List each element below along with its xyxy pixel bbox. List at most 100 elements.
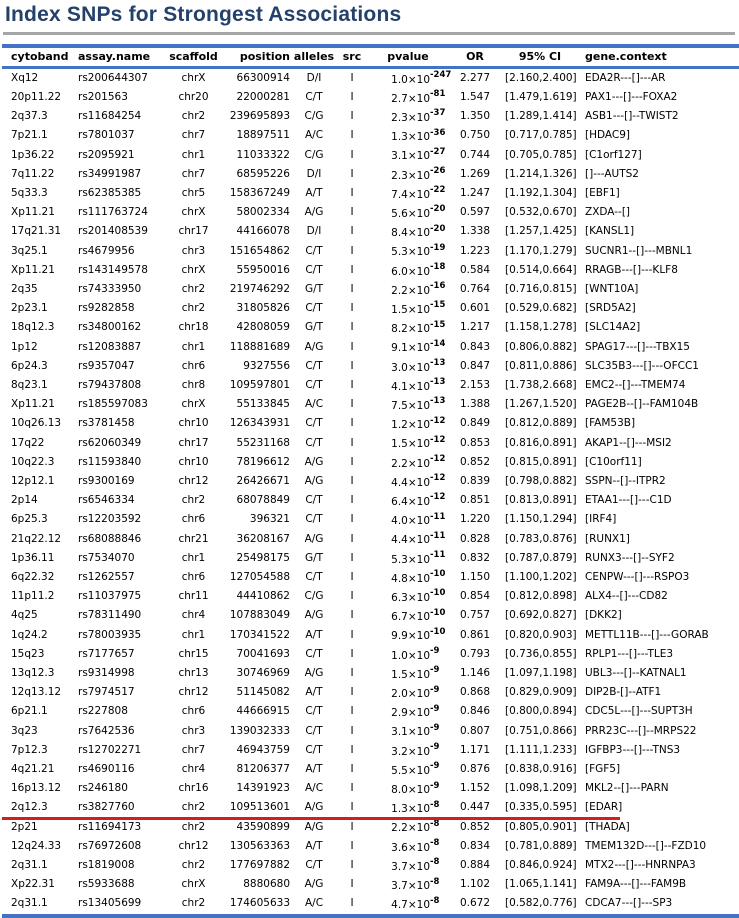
table-row: 7p21.1 rs7801037 chr7 18897511 A/C I 1.3×10-36… bbox=[2, 127, 739, 146]
position-cell: 151654862 bbox=[229, 244, 290, 257]
or-cell: 0.884 bbox=[459, 859, 491, 872]
scaffold-cell: chrX bbox=[181, 263, 206, 276]
src-cell: I bbox=[350, 667, 354, 680]
position-cell: 107883049 bbox=[229, 609, 290, 622]
position-cell: 68595226 bbox=[236, 167, 290, 180]
assay-name-cell: rs227808 bbox=[78, 705, 128, 718]
table-row: 17q21.31 rs201408539 chr17 44166078 D/I I 8.4×… bbox=[2, 223, 739, 242]
alleles-cell: A/C bbox=[304, 129, 324, 142]
position-cell: 44410862 bbox=[236, 590, 290, 603]
table-row: 2p14 rs6546334 chr2 68078849 C/T I 6.4×10-12 0.… bbox=[2, 491, 739, 510]
alleles-cell: A/G bbox=[304, 340, 324, 353]
cytoband-cell: 17q22 bbox=[11, 436, 45, 449]
table-row: 1p36.11 rs7534070 chr1 25498175 G/T I 5.3×10-1… bbox=[2, 549, 739, 568]
scaffold-cell: chr3 bbox=[181, 244, 206, 257]
pvalue-cell: 4.4×10-11 bbox=[391, 530, 446, 547]
gene-context-cell: [SRD5A2] bbox=[585, 302, 636, 315]
cytoband-cell: 4q25 bbox=[11, 609, 38, 622]
alleles-cell: C/T bbox=[305, 743, 323, 756]
position-cell: 14391923 bbox=[236, 782, 290, 795]
gene-context-cell: TMEM132D---[]--FZD10 bbox=[585, 839, 707, 852]
position-cell: 118881689 bbox=[229, 340, 290, 353]
gene-context-cell: PAGE2B--[]--FAM104B bbox=[585, 398, 699, 411]
pvalue-cell: 2.2×10-12 bbox=[391, 454, 446, 470]
gene-context-cell: SLC35B3---[]---OFCC1 bbox=[585, 359, 699, 372]
ci-cell: [0.812,0.898] bbox=[505, 590, 577, 603]
or-cell: 0.828 bbox=[459, 532, 491, 545]
table-row: 1q24.2 rs78003935 chr1 170341522 A/T I 9.9×10-… bbox=[2, 626, 739, 645]
or-cell: 0.868 bbox=[459, 686, 491, 699]
scaffold-cell: chr1 bbox=[181, 551, 206, 564]
table-row: 1p12 rs12083887 chr1 118881689 A/G I 9.1×10-14… bbox=[2, 338, 739, 357]
or-cell: 0.757 bbox=[459, 609, 491, 622]
or-cell: 0.853 bbox=[459, 436, 491, 449]
scaffold-cell: chr4 bbox=[181, 609, 206, 622]
or-cell: 2.153 bbox=[459, 379, 491, 391]
gene-context-cell: METTL11B---[]---GORAB bbox=[585, 628, 709, 641]
assay-name-cell: rs4679956 bbox=[78, 244, 135, 257]
table-row: 10q22.3 rs11593840 chr10 78196612 A/G I 2.2×10… bbox=[2, 453, 739, 472]
cytoband-cell: 15q23 bbox=[11, 647, 45, 660]
ci-cell: [0.582,0.776] bbox=[505, 897, 577, 910]
column-header-cytoband: cytoband bbox=[11, 50, 69, 63]
table-row: 2p21 rs11694173 chr2 43590899 A/G I 2.2×10-8 0.… bbox=[2, 818, 739, 837]
table-row: 21q22.12 rs68088846 chr21 36208167 A/G I 4.4×1… bbox=[2, 530, 739, 549]
pvalue-cell: 3.0×10-13 bbox=[391, 358, 446, 374]
cytoband-cell: 2q31.1 bbox=[11, 897, 48, 910]
ci-cell: [0.529,0.682] bbox=[505, 302, 577, 315]
assay-name-cell: rs9300169 bbox=[78, 475, 135, 488]
or-cell: 0.849 bbox=[459, 417, 491, 430]
position-cell: 130563363 bbox=[229, 839, 290, 852]
assay-name-cell: rs11694173 bbox=[78, 820, 142, 833]
cytoband-cell: 2p14 bbox=[11, 494, 38, 507]
assay-name-cell: rs9357047 bbox=[78, 359, 135, 372]
scaffold-cell: chr5 bbox=[181, 186, 206, 199]
position-cell: 22000281 bbox=[236, 90, 290, 103]
position-cell: 66300914 bbox=[236, 71, 290, 84]
ci-cell: [0.805,0.901] bbox=[505, 820, 577, 833]
assay-name-cell: rs78311490 bbox=[78, 609, 142, 622]
or-cell: 1.220 bbox=[459, 513, 491, 526]
ci-cell: [0.811,0.886] bbox=[505, 359, 577, 372]
pvalue-cell: 2.9×10-9 bbox=[391, 703, 440, 720]
alleles-cell: C/G bbox=[304, 590, 324, 603]
alleles-cell: C/T bbox=[305, 244, 323, 257]
pvalue-cell: 3.6×10-8 bbox=[391, 838, 440, 854]
src-cell: I bbox=[350, 475, 354, 488]
src-cell: I bbox=[350, 340, 354, 353]
cytoband-cell: 2q31.1 bbox=[11, 859, 48, 872]
scaffold-cell: chr6 bbox=[181, 571, 206, 584]
scaffold-cell: chr2 bbox=[181, 110, 206, 123]
position-cell: 177697882 bbox=[229, 859, 290, 872]
pvalue-cell: 9.9×10-10 bbox=[391, 626, 446, 643]
cytoband-cell: 10q26.13 bbox=[11, 417, 62, 430]
assay-name-cell: rs185597083 bbox=[78, 398, 148, 411]
cytoband-cell: 2p21 bbox=[11, 820, 38, 833]
src-cell: I bbox=[350, 436, 354, 449]
pvalue-cell: 3.7×10-8 bbox=[391, 857, 440, 873]
alleles-cell: C/T bbox=[305, 571, 323, 584]
scaffold-cell: chr2 bbox=[181, 897, 206, 910]
alleles-cell: A/G bbox=[304, 455, 324, 468]
src-cell: I bbox=[350, 263, 354, 276]
src-cell: I bbox=[350, 71, 354, 84]
ci-cell: [0.829,0.909] bbox=[505, 686, 577, 699]
table-row: 12q13.12 rs7974517 chr12 51145082 A/T I 2.0×10… bbox=[2, 684, 739, 703]
gene-context-cell: [WNT10A] bbox=[585, 282, 639, 295]
assay-name-cell: rs7177657 bbox=[78, 647, 135, 660]
table-row: 4q25 rs78311490 chr4 107883049 A/G I 6.7×10-10… bbox=[2, 607, 739, 626]
position-cell: 55133845 bbox=[236, 398, 290, 411]
or-cell: 0.839 bbox=[459, 475, 491, 488]
pvalue-cell: 1.0×10-247 bbox=[391, 70, 452, 86]
gene-context-cell: SPAG17---[]---TBX15 bbox=[585, 340, 690, 353]
or-cell: 0.847 bbox=[459, 359, 491, 372]
gene-context-cell: [C1orf127] bbox=[585, 148, 642, 161]
table-row: 18q12.3 rs34800162 chr18 42808059 G/T I 8.2×10… bbox=[2, 319, 739, 338]
or-cell: 0.846 bbox=[459, 705, 491, 718]
position-cell: 8880680 bbox=[243, 878, 290, 891]
position-cell: 43590899 bbox=[236, 820, 290, 833]
alleles-cell: D/I bbox=[306, 225, 322, 238]
gene-context-cell: [EDAR] bbox=[585, 801, 623, 814]
alleles-cell: A/T bbox=[305, 186, 323, 199]
assay-name-cell: rs9282858 bbox=[78, 302, 135, 315]
